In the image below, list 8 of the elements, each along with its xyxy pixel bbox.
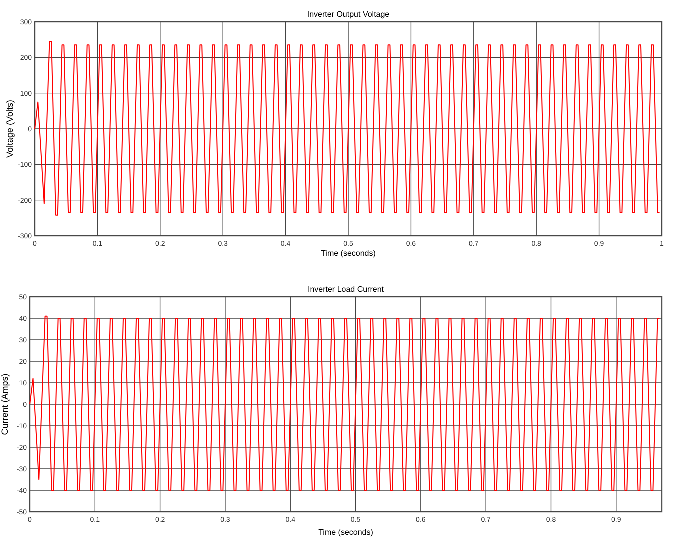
y-axis-title: Voltage (Volts) (5, 100, 15, 158)
line-series (34, 41, 660, 216)
line-series (30, 316, 660, 491)
x-axis-title: Time (seconds) (318, 528, 374, 537)
y-axis-title: Current (Amps) (0, 374, 10, 436)
x-axis-title: Time (seconds) (321, 249, 376, 258)
chart-title: Inverter Load Current (308, 285, 385, 294)
chart-title: Inverter Output Voltage (307, 10, 390, 19)
